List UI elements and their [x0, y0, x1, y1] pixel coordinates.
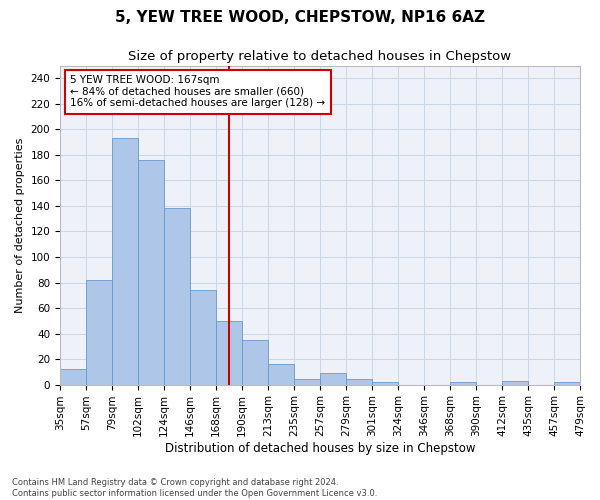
Bar [190, 290, 216, 384]
Title: Size of property relative to detached houses in Chepstow: Size of property relative to detached ho… [128, 50, 512, 63]
Bar [112, 138, 138, 384]
Bar [346, 380, 372, 384]
Bar [372, 382, 398, 384]
Bar [450, 382, 476, 384]
Bar [60, 370, 86, 384]
Bar [242, 340, 268, 384]
Bar [138, 160, 164, 384]
Bar [86, 280, 112, 384]
Bar [294, 380, 320, 384]
Text: 5 YEW TREE WOOD: 167sqm
← 84% of detached houses are smaller (660)
16% of semi-d: 5 YEW TREE WOOD: 167sqm ← 84% of detache… [70, 75, 326, 108]
Bar [268, 364, 294, 384]
Text: Contains HM Land Registry data © Crown copyright and database right 2024.
Contai: Contains HM Land Registry data © Crown c… [12, 478, 377, 498]
Y-axis label: Number of detached properties: Number of detached properties [15, 138, 25, 313]
Bar [502, 381, 528, 384]
Bar [216, 321, 242, 384]
Text: 5, YEW TREE WOOD, CHEPSTOW, NP16 6AZ: 5, YEW TREE WOOD, CHEPSTOW, NP16 6AZ [115, 10, 485, 25]
Bar [554, 382, 580, 384]
Bar [164, 208, 190, 384]
X-axis label: Distribution of detached houses by size in Chepstow: Distribution of detached houses by size … [165, 442, 475, 455]
Bar [320, 373, 346, 384]
